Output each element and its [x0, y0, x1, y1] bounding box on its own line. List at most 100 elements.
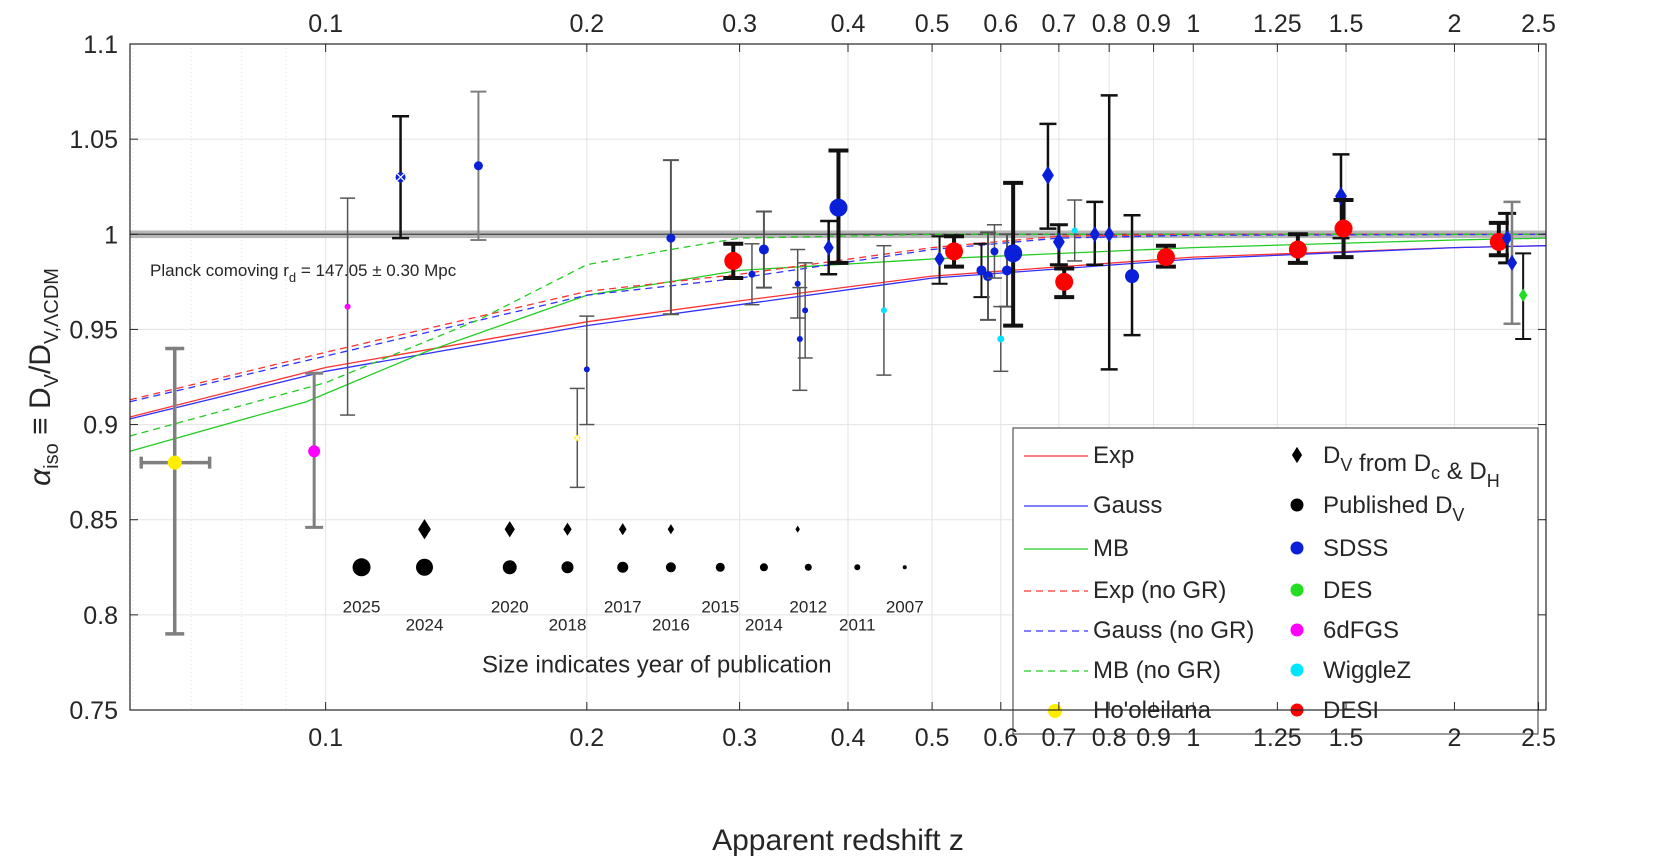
x-tick-label-top: 0.8 [1092, 10, 1127, 38]
curve-mb-no-gr [129, 233, 1546, 437]
year-size-key: 2025 2024 2020 2018 2017 2016 2015 2014 2012 2011… [343, 519, 924, 634]
marker [1334, 219, 1353, 238]
data-point-sdss [1039, 122, 1057, 230]
year-key-diamond [418, 519, 431, 540]
year-key-diamond [667, 524, 675, 535]
marker [1055, 272, 1074, 291]
legend-marker [1290, 541, 1304, 555]
data-point-hooleilana [139, 346, 212, 636]
data-point-sdss [470, 90, 487, 241]
marker [1518, 288, 1528, 302]
marker [997, 335, 1005, 343]
data-point-sdss [392, 115, 410, 240]
marker [1502, 229, 1513, 247]
marker [1042, 165, 1054, 185]
data-point-sdss [1503, 200, 1521, 325]
data-point-sdss [1003, 180, 1024, 328]
legend-label: WiggleZ [1323, 657, 1411, 684]
y-tick-label: 1.05 [69, 126, 118, 154]
legend-label: DV from Dc & DH [1323, 442, 1500, 491]
data-point-sdss [986, 224, 1002, 279]
legend-marker [1290, 498, 1304, 512]
data-point-sdss [755, 210, 772, 289]
year-key-circle [902, 565, 907, 570]
x-tick-label-top: 2.5 [1521, 10, 1556, 38]
marker [344, 303, 351, 310]
data-point-sdss [797, 262, 813, 359]
legend: Exp Gauss MB Exp (no GR) Gauss (no GR) MB (no… [1012, 427, 1539, 735]
x-tick-label: 0.5 [915, 724, 950, 752]
x-tick-label-top: 0.7 [1041, 10, 1076, 38]
year-key-diamond [618, 523, 627, 536]
x-tick-label: 0.1 [308, 724, 343, 752]
legend-marker [1290, 623, 1304, 637]
legend-marker [1291, 446, 1303, 464]
year-label: 2020 [491, 597, 529, 616]
x-axis-label: Apparent redshift z [712, 824, 964, 857]
legend-label: Exp (no GR) [1093, 577, 1226, 604]
marker [1104, 226, 1115, 243]
year-label: 2012 [789, 597, 827, 616]
marker [748, 270, 756, 278]
legend-label: Gauss [1093, 492, 1162, 519]
x-tick-label-top: 2 [1448, 10, 1462, 38]
axes: 0.1 0.1 0.2 0.2 0.3 0.3 0.4 0.4 0.5 0.5 0.6 0.6 0.7 0… [69, 10, 1556, 752]
legend-label: Gauss (no GR) [1093, 617, 1254, 644]
x-tick-label-top: 1 [1186, 10, 1200, 38]
legend-box [1012, 427, 1539, 735]
marker [823, 239, 834, 256]
marker [983, 271, 994, 282]
legend-label: MB [1093, 535, 1129, 562]
marker [880, 307, 887, 314]
year-key-circle [715, 562, 725, 572]
data-point-desi [1054, 266, 1075, 300]
marker [1089, 226, 1100, 243]
x-tick-label: 0.4 [831, 724, 866, 752]
year-key-diamond [795, 525, 800, 533]
data-point-sdss [820, 219, 838, 276]
y-tick-label: 0.95 [69, 316, 118, 344]
x-tick-label: 2.5 [1521, 724, 1556, 752]
year-key-circle [502, 560, 517, 575]
legend-marker [1290, 663, 1304, 677]
year-key-diamond [504, 521, 515, 538]
x-tick-label-top: 0.1 [308, 10, 343, 38]
data-point-sdss [744, 243, 760, 306]
marker [945, 242, 964, 261]
legend-marker [1048, 704, 1062, 718]
year-key-circle [854, 564, 861, 571]
y-tick-label: 0.8 [83, 602, 118, 630]
legend-label: MB (no GR) [1093, 657, 1221, 684]
y-axis-label: αiso ≡ DV/DV,ΛCDM [24, 268, 63, 486]
marker [794, 280, 801, 287]
marker [1071, 227, 1078, 234]
marker [829, 198, 848, 217]
marker [796, 335, 803, 342]
data-point-desi [1155, 243, 1176, 269]
data-point-sdss [1049, 223, 1068, 267]
x-tick-label: 0.3 [722, 724, 757, 752]
x-tick-label-top: 0.5 [915, 10, 950, 38]
marker [802, 307, 809, 314]
plot-frame [129, 43, 1547, 711]
x-tick-label-top: 0.6 [983, 10, 1018, 38]
x-tick-label: 0.9 [1136, 724, 1171, 752]
x-tick-label: 1.5 [1329, 724, 1364, 752]
legend-label: Published DV [1323, 492, 1464, 525]
data-point-sdss [931, 235, 948, 285]
marker [758, 244, 769, 255]
marker [1002, 265, 1013, 276]
data-point-des [1515, 252, 1532, 340]
data-point-sdss [579, 315, 595, 426]
x-tick-label: 0.6 [983, 724, 1018, 752]
year-label: 2015 [701, 597, 739, 616]
data-point-desi [1287, 232, 1308, 265]
data-point-6dfgs [340, 197, 356, 416]
data-point-sdss [828, 148, 849, 265]
year-label: 2016 [652, 615, 690, 634]
model-curves [129, 233, 1547, 452]
year-label: 2017 [604, 597, 642, 616]
cross-mark [574, 435, 580, 441]
cross-mark [396, 173, 405, 182]
